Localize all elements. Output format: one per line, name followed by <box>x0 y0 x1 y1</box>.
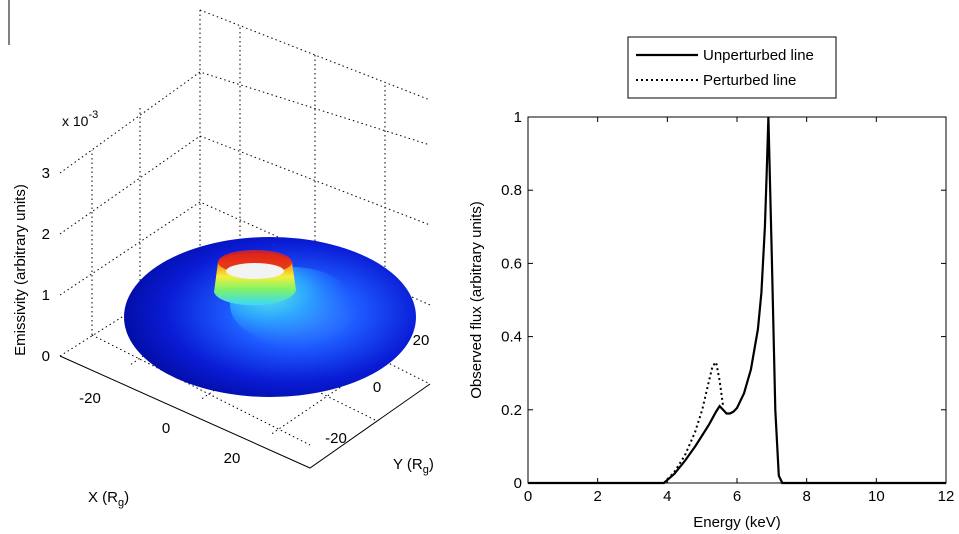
x-tick-label: 2 <box>593 488 601 505</box>
plot-frame <box>527 116 947 484</box>
x-tick-label: 8 <box>802 488 810 505</box>
x-tick-labels: -20 0 20 <box>79 390 240 467</box>
y-tick-label: 1 <box>514 109 522 126</box>
series-line-unperturbed <box>528 116 946 485</box>
surface-plot: 0 1 2 3 x 10-3 -20 0 20 -20 0 20 Emissiv… <box>8 0 434 509</box>
x-tick-label: 0 <box>162 420 170 437</box>
y-tick-label: 0.8 <box>501 182 522 199</box>
y-tick-label: 20 <box>413 332 430 349</box>
y-axis-label: Observed flux (arbitrary units) <box>468 201 485 399</box>
legend-label: Perturbed line <box>703 72 796 89</box>
z-scale-factor: x 10-3 <box>62 109 98 129</box>
z-tick-label: 0 <box>42 348 50 365</box>
y-tick-label: 0 <box>514 475 522 492</box>
x-tick-label: 6 <box>733 488 741 505</box>
y-axis-label: Y (Rg) <box>393 456 434 476</box>
x-tick-label: 20 <box>224 450 241 467</box>
x-axis-label: X (Rg) <box>88 489 129 509</box>
y-tick-label: 0.4 <box>501 329 522 346</box>
y-tick-label: -20 <box>325 430 347 447</box>
z-tick-label: 2 <box>42 226 50 243</box>
x-tick-label: 4 <box>663 488 671 505</box>
legend-label: Unperturbed line <box>703 47 814 64</box>
legend-box <box>627 36 837 99</box>
x-tick-labels: 0 2 4 6 8 10 12 <box>524 488 955 505</box>
x-tick-label: -20 <box>79 390 101 407</box>
z-tick-label: 1 <box>42 287 50 304</box>
y-tick-label: 0.2 <box>501 402 522 419</box>
x-tick-label: 0 <box>524 488 532 505</box>
legend: Unperturbed line Perturbed line <box>627 36 837 99</box>
line-plot: 0 2 4 6 8 10 12 0 0.2 0.4 0.6 0.8 1 Energy (keV) Ob… <box>468 36 955 531</box>
surface-floor-edges <box>59 355 431 469</box>
y-tick-label: 0 <box>373 379 381 396</box>
y-tick-labels: -20 0 20 <box>325 332 429 447</box>
z-axis-label: Emissivity (arbitrary units) <box>12 184 29 356</box>
x-tick-label: 12 <box>938 488 955 505</box>
emissivity-peak-hole <box>226 263 284 279</box>
z-tick-labels: 0 1 2 3 <box>42 165 50 365</box>
y-tick-labels: 0 0.2 0.4 0.6 0.8 1 <box>501 109 522 492</box>
x-tick-label: 10 <box>868 488 885 505</box>
x-axis-label: Energy (keV) <box>693 514 781 531</box>
z-tick-label: 3 <box>42 165 50 182</box>
y-tick-label: 0.6 <box>501 255 522 272</box>
